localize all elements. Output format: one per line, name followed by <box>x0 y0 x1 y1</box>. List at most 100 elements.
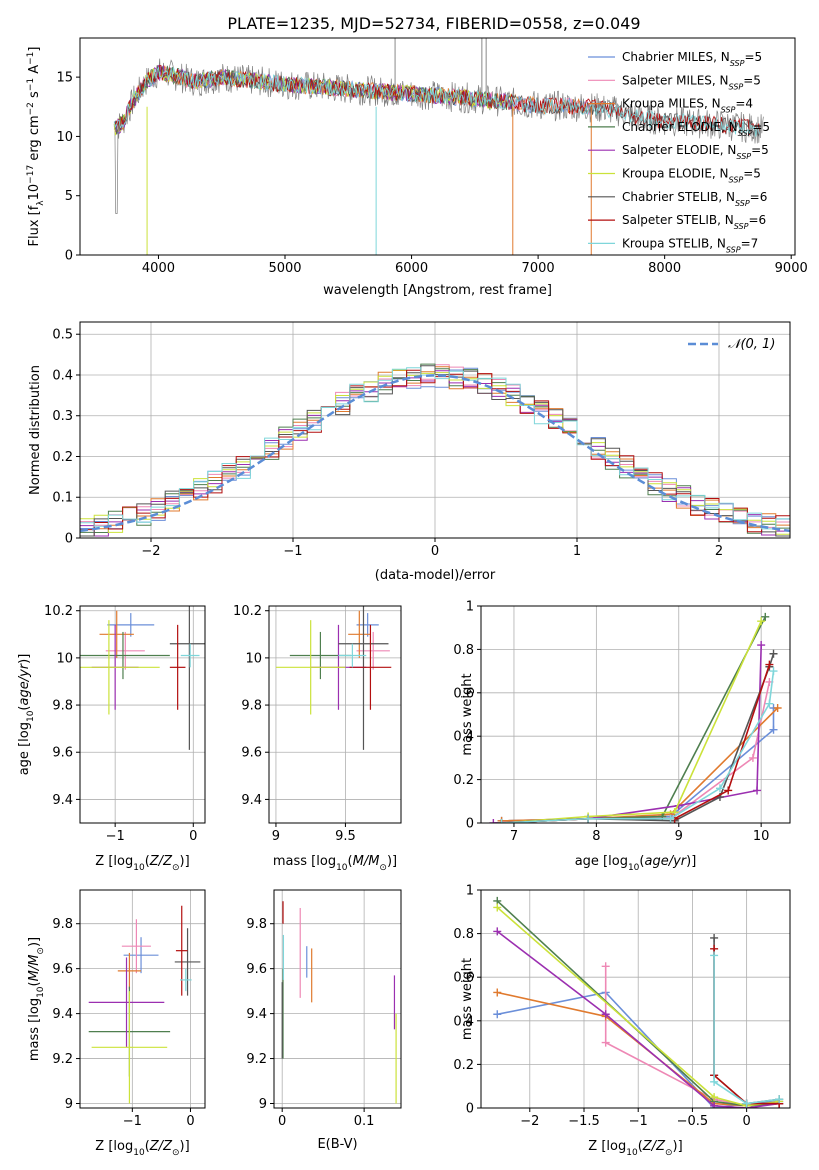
x-tick-label: 4000 <box>142 261 175 276</box>
axis-label-part: Z [ <box>95 854 113 869</box>
x-tick-label: 6000 <box>395 261 428 276</box>
axis-label-part: Z [ <box>95 1139 113 1154</box>
axis-label-part: ⊙ <box>172 1148 180 1158</box>
legend-entry-part: SSP <box>738 128 753 137</box>
axis-label-part: mass [ <box>27 1018 42 1061</box>
weight-marker <box>601 1010 610 1019</box>
axis-label: age [log10(age/yr)] <box>575 854 697 873</box>
axis-label-part: log <box>608 854 628 869</box>
axis-label-part: )] <box>27 937 42 947</box>
axis-label-part: ( <box>348 854 353 869</box>
y-tick-label: 0.4 <box>52 368 73 383</box>
y-tick-label: 0.4 <box>453 1014 474 1029</box>
weight-marker <box>769 667 778 676</box>
axis-label: Z [log10(Z/Z⊙)] <box>588 1139 682 1158</box>
x-tick-label: 7 <box>510 829 518 844</box>
age-vs-mass-marks <box>275 606 392 750</box>
weight-line <box>501 670 775 823</box>
legend-entry-part: =6 <box>750 190 768 204</box>
axis-label: Z [log10(Z/Z⊙)] <box>95 1139 189 1158</box>
y-tick-label: 1 <box>466 884 474 899</box>
axis-label-part: log <box>113 854 133 869</box>
y-axis-label: mass weight <box>460 958 475 1040</box>
y-tick-label: 10 <box>56 651 73 666</box>
legend-entry-part: =5 <box>743 167 761 181</box>
x-tick-label: −1 <box>629 1114 648 1129</box>
y-tick-label: 9.4 <box>52 1007 73 1022</box>
y-tick-label: 9.6 <box>241 746 262 761</box>
x-tick-label: 0 <box>742 1114 750 1129</box>
y-axis-label: Normed distribution <box>28 365 43 495</box>
x-tick-label: 0 <box>278 1114 286 1129</box>
axis-label-part: )] <box>180 1139 190 1154</box>
weight-marker <box>493 927 502 936</box>
y-tick-label: 9.2 <box>246 1052 267 1067</box>
legend-entry-part: Chabrier ELODIE, N <box>622 120 738 134</box>
model-spectrum-line <box>113 66 760 137</box>
axis-label-part: ( <box>27 981 42 986</box>
axis-label-part: 10 <box>133 1148 145 1158</box>
axis-label-part: ] <box>27 47 42 52</box>
y-tick-label: 9 <box>65 1097 73 1112</box>
legend-entry: Chabrier ELODIE, NSSP=5 <box>622 120 770 138</box>
legend-entry-part: SSP <box>721 105 736 114</box>
weight-marker <box>710 1101 719 1108</box>
x-tick-label: 0 <box>431 544 439 559</box>
weight-line <box>501 681 771 823</box>
axis-label-part: Z/Z <box>149 854 173 869</box>
weight-line <box>713 955 780 1105</box>
axis-label-part: λ <box>36 200 46 206</box>
axis-label-part: mass [ <box>273 854 316 869</box>
legend-entry: Chabrier MILES, NSSP=5 <box>622 50 762 68</box>
weight-marker <box>584 814 593 823</box>
axis-label-part: ⊙ <box>665 1148 673 1158</box>
x-tick-label: 9 <box>272 829 280 844</box>
y-tick-label: 0.6 <box>453 686 474 701</box>
y-tick-label: 0.8 <box>453 643 474 658</box>
axis-label-part: age/yr <box>17 662 32 705</box>
weight-marker <box>742 1099 751 1108</box>
residuals-axes: −2 −1 0 1 2 0 0.1 0.2 0.3 0.4 0.5 𝒩(0, 1) (data-mode… <box>28 321 791 583</box>
axis-label-part: )] <box>387 854 397 869</box>
weight-marker <box>757 641 766 650</box>
axis-label-part: erg cm <box>27 115 42 164</box>
axes-frame <box>480 889 791 1109</box>
y-tick-label: 0.2 <box>52 450 73 465</box>
y-tick-label: 9.6 <box>246 962 267 977</box>
y-tick-label: 5 <box>65 189 73 204</box>
x-tick-label: 9 <box>675 829 683 844</box>
mass-vs-Z-marks <box>88 905 201 1104</box>
x-tick-label: 0.1 <box>354 1114 375 1129</box>
legend-entry: Kroupa MILES, NSSP=4 <box>622 97 753 115</box>
weight-marker <box>489 819 498 823</box>
weight-marker <box>710 1077 719 1086</box>
weight-marker <box>493 1010 502 1019</box>
axis-label: mass [log10(M/M⊙)] <box>27 937 46 1061</box>
mass-vs-ebv-axes: 0 0.1 9 9.2 9.4 9.6 9.8 <box>246 889 402 1129</box>
axes-frame <box>79 889 206 1109</box>
x-tick-label: −1.5 <box>568 1114 600 1129</box>
y-tick-label: 0.1 <box>52 491 73 506</box>
y-tick-label: 15 <box>56 71 73 86</box>
axis-label-part: 10 <box>36 986 46 998</box>
model-spectrum-line <box>113 64 760 136</box>
y-tick-label: 9.2 <box>52 1052 73 1067</box>
axis-label-part: log <box>606 1139 626 1154</box>
y-axis-label: mass weight <box>460 673 475 755</box>
axis-label-part: log <box>17 722 32 742</box>
y-tick-label: 0 <box>466 1102 474 1117</box>
y-tick-label: 9.4 <box>241 793 262 808</box>
axis-label-part: ( <box>145 854 150 869</box>
axis-label-part: s <box>27 91 42 102</box>
legend-entry-part: =5 <box>744 50 762 64</box>
axis-label-part: 10 <box>626 1148 638 1158</box>
weight-vs-Z-axes: −2 −1.5 −1 −0.5 0 0 0.2 0.4 0.6 0.8 1 Z [log10(Z/Z⊙… <box>453 884 791 1158</box>
axis-label-part: )] <box>17 654 32 664</box>
legend-entry: Salpeter ELODIE, NSSP=5 <box>622 143 769 161</box>
axis-label-part: 10 <box>336 863 348 873</box>
legend-entry-part: SSP <box>730 59 745 68</box>
y-tick-label: 9.8 <box>246 917 267 932</box>
